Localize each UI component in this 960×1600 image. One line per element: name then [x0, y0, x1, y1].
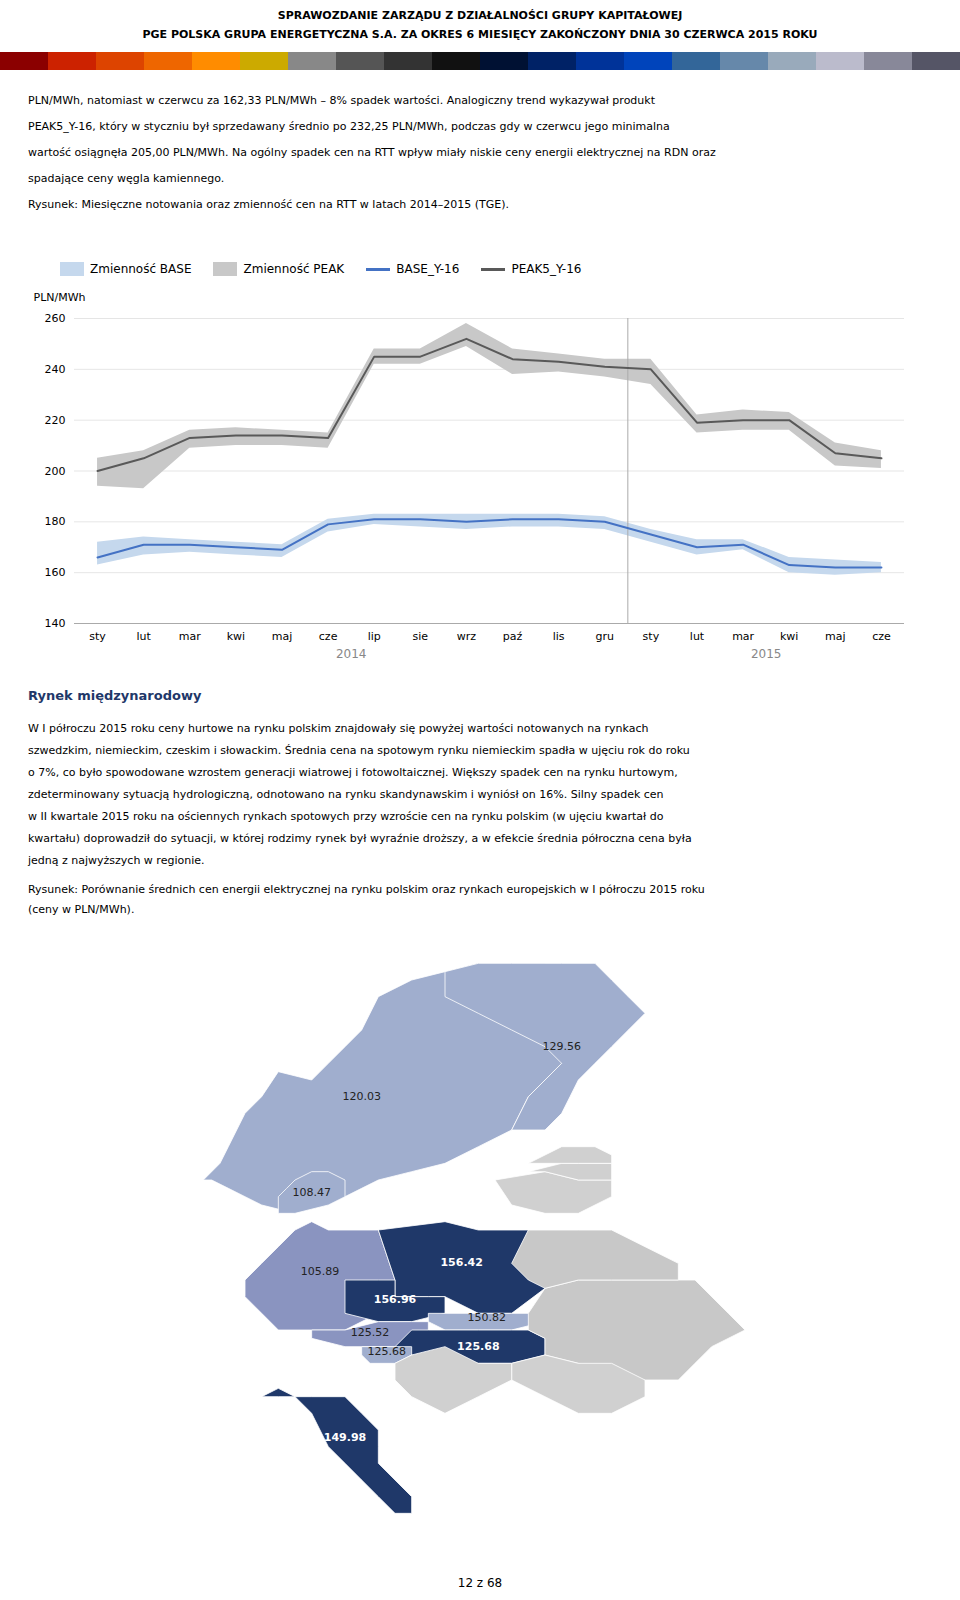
html-text:SPRAWOZDANIE ZARZĄDU Z DZIAŁAL: SPRAWOZDANIE ZARZĄDU Z DZIAŁALNOŚCI GRUP… [277, 9, 683, 22]
svg-text:120.03: 120.03 [342, 1090, 381, 1103]
svg-text:lis: lis [553, 630, 565, 643]
html-text:Rysunek: Porównanie średnich c: Rysunek: Porównanie średnich cen energii… [28, 883, 705, 896]
svg-text:180: 180 [45, 515, 66, 528]
html-text:(ceny w PLN/MWh).: (ceny w PLN/MWh). [28, 903, 135, 916]
html-text:PEAK5_Y-16: PEAK5_Y-16 [511, 262, 582, 276]
html-text:zdeterminowany sytuacją hydrol: zdeterminowany sytuacją hydrologiczną, o… [28, 788, 664, 801]
svg-text:125.52: 125.52 [351, 1326, 390, 1339]
html-text:PLN/MWh, natomiast w czerwcu z: PLN/MWh, natomiast w czerwcu za 162,33 P… [28, 94, 655, 107]
svg-text:sty: sty [643, 630, 660, 643]
svg-text:gru: gru [596, 630, 614, 643]
svg-text:cze: cze [319, 630, 338, 643]
svg-text:lut: lut [690, 630, 705, 643]
svg-text:kwi: kwi [780, 630, 798, 643]
svg-text:240: 240 [45, 363, 66, 376]
svg-text:kwi: kwi [227, 630, 245, 643]
svg-text:mar: mar [179, 630, 201, 643]
svg-text:125.68: 125.68 [367, 1345, 406, 1358]
svg-text:105.89: 105.89 [301, 1265, 340, 1278]
html-text:wartość osiągnęła 205,00 PLN/M: wartość osiągnęła 205,00 PLN/MWh. Na ogó… [28, 146, 716, 159]
html-text:spadające ceny węgla kamienneg: spadające ceny węgla kamiennego. [28, 172, 225, 185]
html-text:BASE_Y-16: BASE_Y-16 [396, 262, 460, 276]
svg-text:lut: lut [136, 630, 151, 643]
html-text:PGE POLSKA GRUPA ENERGETYCZNA: PGE POLSKA GRUPA ENERGETYCZNA S.A. ZA OK… [142, 28, 818, 41]
svg-text:sty: sty [89, 630, 106, 643]
svg-text:maj: maj [825, 630, 846, 643]
svg-text:mar: mar [732, 630, 754, 643]
svg-text:160: 160 [45, 566, 66, 579]
svg-text:wrz: wrz [457, 630, 477, 643]
svg-text:156.96: 156.96 [374, 1293, 417, 1306]
html-text:W I półroczu 2015 roku ceny hu: W I półroczu 2015 roku ceny hurtowe na r… [28, 722, 649, 735]
svg-text:maj: maj [272, 630, 293, 643]
svg-text:paź: paź [503, 630, 523, 643]
html-text:Zmienność BASE: Zmienność BASE [90, 262, 192, 276]
html-text:12 z 68: 12 z 68 [457, 1576, 503, 1590]
svg-text:lip: lip [368, 630, 381, 643]
html-text:o 7%, co było spowodowane wzro: o 7%, co było spowodowane wzrostem gener… [28, 766, 678, 779]
svg-text:156.42: 156.42 [440, 1256, 482, 1269]
html-text:Zmienność PEAK: Zmienność PEAK [243, 262, 345, 276]
svg-text:220: 220 [45, 414, 66, 427]
svg-text:200: 200 [45, 465, 66, 478]
svg-text:260: 260 [45, 312, 66, 325]
html-text:Rynek międzynarodowy: Rynek międzynarodowy [28, 688, 202, 703]
svg-text:125.68: 125.68 [457, 1340, 499, 1353]
svg-text:150.82: 150.82 [467, 1311, 506, 1324]
svg-text:140: 140 [45, 617, 66, 630]
html-text:jedną z najwyższych w regionie: jedną z najwyższych w regionie. [28, 854, 205, 867]
svg-text:149.98: 149.98 [324, 1431, 366, 1444]
html-text:w II kwartale 2015 roku na ośc: w II kwartale 2015 roku na ościennych ry… [28, 810, 664, 823]
html-text:kwartału) doprowadził do sytua: kwartału) doprowadził do sytuacji, w któ… [28, 832, 692, 845]
svg-text:sie: sie [413, 630, 429, 643]
svg-text:108.47: 108.47 [292, 1186, 331, 1199]
svg-text:129.56: 129.56 [542, 1040, 581, 1053]
html-text:PEAK5_Y-16, który w styczniu b: PEAK5_Y-16, który w styczniu był sprzeda… [28, 120, 670, 133]
html-text:Rysunek: Miesięczne notowania: Rysunek: Miesięczne notowania oraz zmien… [28, 198, 509, 211]
svg-text:PLN/MWh: PLN/MWh [34, 291, 86, 304]
svg-text:cze: cze [872, 630, 891, 643]
svg-text:2014: 2014 [336, 647, 367, 661]
html-text:szwedzkim, niemieckim, czeskim: szwedzkim, niemieckim, czeskim i słowack… [28, 744, 690, 757]
svg-text:2015: 2015 [751, 647, 782, 661]
